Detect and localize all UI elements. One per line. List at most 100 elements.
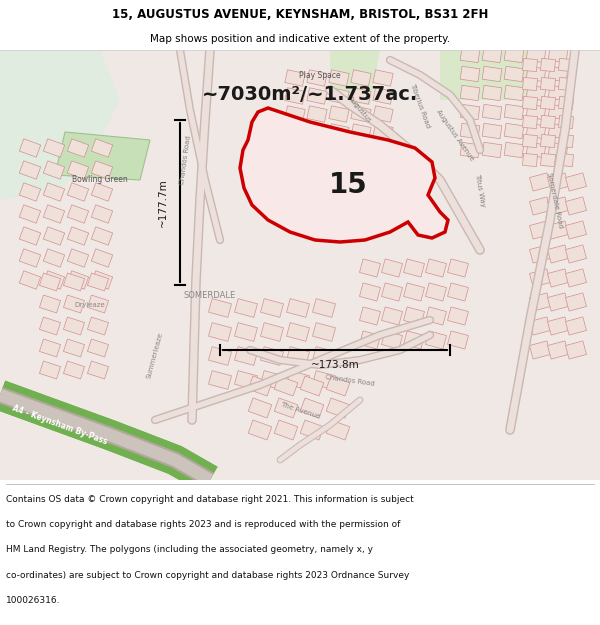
Polygon shape — [460, 142, 480, 158]
Text: Tiberius Road: Tiberius Road — [409, 82, 431, 128]
Polygon shape — [43, 249, 65, 267]
Polygon shape — [351, 124, 371, 140]
Polygon shape — [482, 104, 502, 120]
Polygon shape — [504, 0, 524, 6]
Text: co-ordinates) are subject to Crown copyright and database rights 2023 Ordnance S: co-ordinates) are subject to Crown copyr… — [6, 571, 409, 579]
Polygon shape — [0, 50, 120, 200]
Polygon shape — [91, 139, 113, 157]
Polygon shape — [460, 0, 480, 6]
Polygon shape — [529, 221, 551, 239]
Polygon shape — [529, 293, 551, 311]
Text: Summerleaze: Summerleaze — [146, 331, 164, 379]
Polygon shape — [67, 249, 89, 267]
Polygon shape — [565, 245, 587, 263]
Polygon shape — [359, 331, 380, 349]
Polygon shape — [425, 283, 446, 301]
Text: Map shows position and indicative extent of the property.: Map shows position and indicative extent… — [150, 34, 450, 44]
Polygon shape — [67, 183, 89, 201]
Polygon shape — [523, 153, 538, 167]
Polygon shape — [43, 183, 65, 201]
Polygon shape — [329, 70, 349, 86]
Polygon shape — [526, 85, 546, 101]
Polygon shape — [548, 66, 568, 82]
Polygon shape — [482, 85, 502, 101]
Polygon shape — [248, 420, 272, 440]
Text: 100026316.: 100026316. — [6, 596, 61, 605]
Polygon shape — [91, 161, 113, 179]
Polygon shape — [55, 132, 150, 180]
Polygon shape — [526, 0, 546, 6]
Polygon shape — [529, 341, 551, 359]
Polygon shape — [547, 317, 569, 335]
Polygon shape — [0, 50, 600, 480]
Polygon shape — [460, 9, 480, 25]
Polygon shape — [373, 70, 393, 86]
Polygon shape — [64, 317, 85, 335]
Polygon shape — [67, 205, 89, 223]
Polygon shape — [482, 123, 502, 139]
Polygon shape — [307, 124, 327, 140]
Polygon shape — [40, 361, 61, 379]
Polygon shape — [19, 183, 41, 201]
Polygon shape — [19, 227, 41, 245]
Polygon shape — [504, 104, 524, 120]
Polygon shape — [351, 88, 371, 104]
Polygon shape — [440, 50, 530, 100]
Polygon shape — [91, 205, 113, 223]
Polygon shape — [64, 273, 85, 291]
Polygon shape — [448, 283, 469, 301]
Polygon shape — [359, 259, 380, 277]
Polygon shape — [548, 104, 568, 120]
Polygon shape — [351, 106, 371, 122]
Polygon shape — [529, 269, 551, 287]
Text: HM Land Registry. The polygons (including the associated geometry, namely x, y: HM Land Registry. The polygons (includin… — [6, 545, 373, 554]
Polygon shape — [559, 153, 574, 167]
Text: Titus Way: Titus Way — [474, 173, 486, 208]
Polygon shape — [248, 398, 272, 418]
Polygon shape — [548, 142, 568, 158]
Polygon shape — [526, 142, 546, 158]
Polygon shape — [382, 307, 403, 325]
Polygon shape — [88, 317, 109, 335]
Polygon shape — [425, 331, 446, 349]
Polygon shape — [541, 134, 556, 148]
Polygon shape — [274, 376, 298, 396]
Polygon shape — [91, 227, 113, 245]
Text: 15, AUGUSTUS AVENUE, KEYNSHAM, BRISTOL, BS31 2FH: 15, AUGUSTUS AVENUE, KEYNSHAM, BRISTOL, … — [112, 8, 488, 21]
Polygon shape — [260, 322, 283, 341]
Polygon shape — [88, 361, 109, 379]
Text: ~173.8m: ~173.8m — [311, 360, 359, 370]
Polygon shape — [482, 142, 502, 158]
Polygon shape — [260, 299, 283, 318]
Polygon shape — [547, 197, 569, 215]
Polygon shape — [326, 376, 350, 396]
Polygon shape — [448, 259, 469, 277]
Polygon shape — [19, 249, 41, 267]
Polygon shape — [235, 299, 257, 318]
Polygon shape — [565, 173, 587, 191]
Polygon shape — [209, 322, 232, 341]
Polygon shape — [547, 221, 569, 239]
Polygon shape — [548, 9, 568, 25]
Polygon shape — [482, 9, 502, 25]
Polygon shape — [88, 339, 109, 357]
Polygon shape — [523, 58, 538, 72]
Polygon shape — [19, 139, 41, 157]
Polygon shape — [64, 361, 85, 379]
Polygon shape — [523, 78, 538, 91]
Text: to Crown copyright and database rights 2023 and is reproduced with the permissio: to Crown copyright and database rights 2… — [6, 520, 400, 529]
Text: Play Space: Play Space — [299, 71, 341, 79]
Polygon shape — [329, 88, 349, 104]
Text: A4 - Keynsham By-Pass: A4 - Keynsham By-Pass — [11, 404, 109, 446]
Polygon shape — [529, 245, 551, 263]
Polygon shape — [460, 48, 480, 63]
Polygon shape — [541, 58, 556, 72]
Polygon shape — [482, 0, 502, 6]
Polygon shape — [373, 106, 393, 122]
Polygon shape — [559, 58, 574, 72]
Polygon shape — [448, 307, 469, 325]
Polygon shape — [523, 134, 538, 148]
Polygon shape — [548, 28, 568, 44]
Polygon shape — [64, 339, 85, 357]
Polygon shape — [373, 88, 393, 104]
